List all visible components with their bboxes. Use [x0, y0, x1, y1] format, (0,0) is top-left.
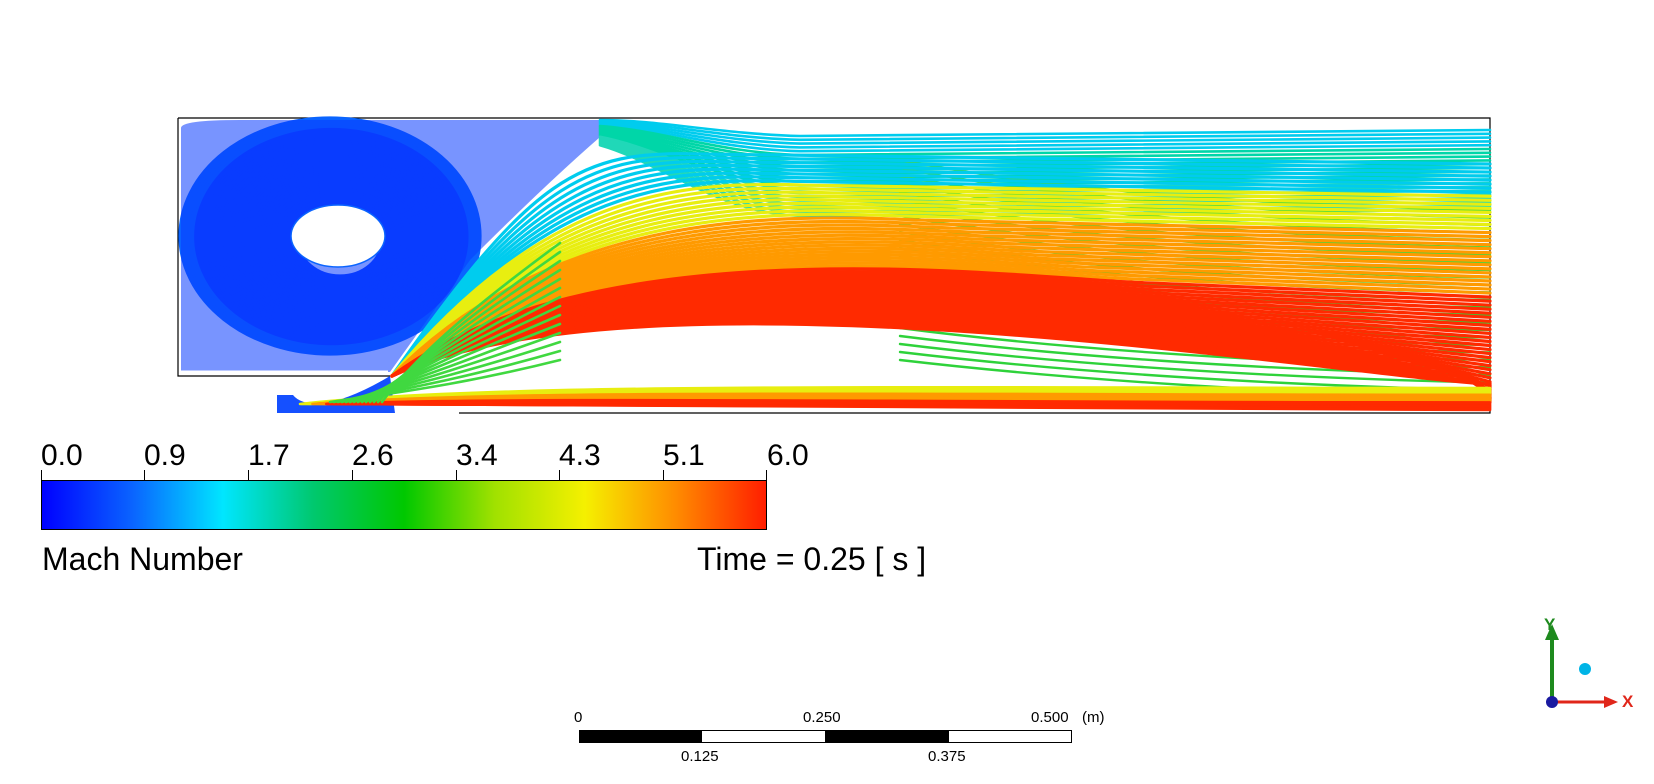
scale-label: 0: [574, 709, 583, 726]
legend-tick-label: 6.0: [767, 439, 809, 472]
upper-streamline: [598, 121, 1492, 145]
scale-label: 0.500: [1031, 709, 1069, 726]
x-axis-label: X: [1622, 692, 1634, 711]
legend-tick-mark: [456, 470, 457, 480]
legend-tick-mark: [352, 470, 353, 480]
scale-segment: [825, 730, 949, 743]
y-axis-arrowhead: [1545, 624, 1559, 640]
scale-label: 0.125: [681, 748, 719, 765]
upper-streamline: [598, 118, 1492, 138]
z-axis-origin: [1546, 696, 1558, 708]
x-axis-arrowhead: [1604, 696, 1618, 708]
legend-tick-label: 0.0: [41, 439, 83, 472]
upper-streamline: [598, 123, 1492, 153]
scale-unit: (m): [1082, 709, 1105, 726]
legend-tick-mark: [766, 470, 767, 480]
z-axis-indicator: [1579, 663, 1591, 675]
legend-tick-mark: [41, 470, 42, 480]
legend-variable-name: Mach Number: [42, 541, 243, 577]
legend-tick-mark: [559, 470, 560, 480]
legend-tick-label: 0.9: [144, 439, 186, 472]
lip-streamline: [376, 250, 562, 404]
scale-segment: [948, 730, 1072, 743]
legend-tick-mark: [248, 470, 249, 480]
legend-tick-label: 1.7: [248, 439, 290, 472]
fan-streamline: [390, 322, 1492, 404]
flow-domain: [177, 116, 1492, 414]
scale-label: 0.375: [928, 748, 966, 765]
legend-tick-mark: [663, 470, 664, 480]
axis-triad[interactable]: [1530, 612, 1640, 722]
legend-tick-label: 3.4: [456, 439, 498, 472]
scale-segment: [579, 730, 702, 743]
jet-streamline: [338, 402, 1492, 412]
legend-tick-label: 5.1: [663, 439, 705, 472]
y-axis-label: Y: [1544, 615, 1556, 634]
lip-streamline: [380, 241, 562, 404]
legend-tick-label: 2.6: [352, 439, 394, 472]
mach-colorbar: [41, 480, 767, 530]
vortex-core: [290, 204, 386, 268]
upper-streamline: [598, 119, 1492, 142]
scale-segment: [701, 730, 826, 743]
legend-tick-mark: [144, 470, 145, 480]
time-label: Time = 0.25 [ s ]: [697, 541, 927, 577]
legend-tick-label: 4.3: [559, 439, 601, 472]
scale-label: 0.250: [803, 709, 841, 726]
mid-streamline: [898, 342, 1492, 384]
upper-streamline: [598, 122, 1492, 149]
recirculation-region: [181, 120, 620, 372]
